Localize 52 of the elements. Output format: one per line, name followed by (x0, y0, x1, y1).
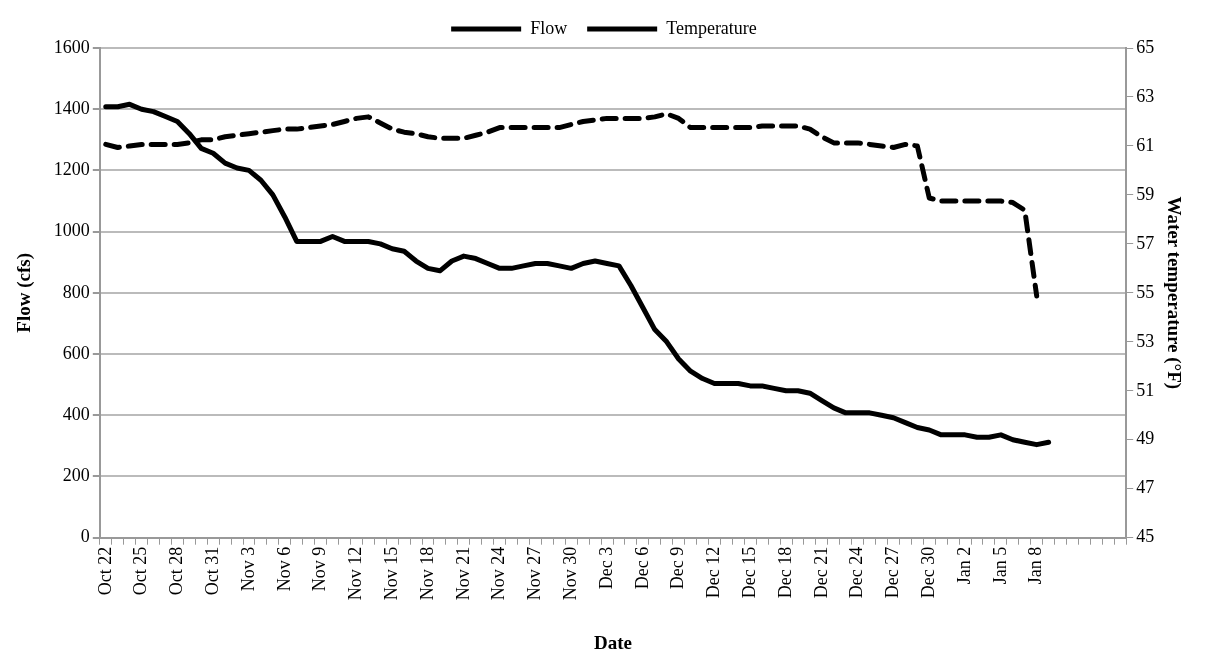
y-tick-label: 1400 (53, 97, 90, 118)
x-tick-label: Nov 15 (380, 546, 401, 601)
y-tick-label: 1600 (53, 36, 90, 57)
x-tick-label: Nov 21 (452, 546, 473, 601)
x-tick-label: Nov 24 (488, 546, 509, 601)
x-tick-label: Nov 12 (345, 546, 366, 601)
x-tick-label: Dec 15 (738, 546, 759, 599)
legend-label: Flow (530, 17, 568, 38)
y-tick-label: 1000 (53, 220, 90, 241)
x-tick-label: Nov 3 (237, 546, 258, 592)
x-tick-label: Dec 18 (774, 546, 795, 599)
x-tick-label: Nov 27 (524, 546, 545, 601)
y-axis-title: Flow (cfs) (13, 253, 36, 333)
x-tick-label: Oct 28 (166, 546, 187, 596)
x-tick-label: Dec 6 (631, 546, 652, 590)
y-tick-label: 1200 (53, 159, 90, 180)
y2-tick-label: 61 (1136, 134, 1155, 155)
x-tick-label: Nov 18 (416, 546, 437, 601)
y-tick-label: 0 (80, 526, 90, 547)
y2-tick-label: 45 (1136, 526, 1155, 547)
x-tick-label: Nov 30 (559, 546, 580, 601)
x-tick-label: Dec 21 (810, 546, 831, 599)
x-tick-label: Dec 24 (846, 546, 867, 599)
x-tick-label: Dec 30 (918, 546, 939, 599)
y2-tick-label: 55 (1136, 281, 1155, 302)
y-tick-label: 600 (62, 342, 90, 363)
y2-tick-label: 59 (1136, 183, 1155, 204)
x-tick-label: Dec 27 (882, 546, 903, 599)
y2-tick-label: 65 (1136, 36, 1155, 57)
y2-tick-label: 51 (1136, 379, 1155, 400)
x-tick-label: Oct 25 (130, 546, 151, 596)
x-tick-label: Jan 2 (953, 546, 974, 585)
x-tick-label: Oct 31 (201, 546, 222, 596)
x-tick-label: Dec 3 (595, 546, 616, 590)
y2-tick-label: 47 (1136, 477, 1155, 498)
x-tick-label: Oct 22 (94, 546, 115, 596)
x-tick-label: Nov 6 (273, 546, 294, 592)
x-tick-label: Dec 12 (703, 546, 724, 599)
y2-tick-label: 53 (1136, 330, 1155, 351)
y2-tick-label: 63 (1136, 85, 1155, 106)
x-axis-title: Date (594, 631, 632, 653)
y2-tick-label: 49 (1136, 428, 1155, 449)
y2-axis-title: Water temperature (°F) (1162, 196, 1185, 390)
legend-label: Temperature (666, 17, 757, 38)
x-tick-label: Dec 9 (667, 546, 688, 590)
x-tick-label: Jan 5 (989, 546, 1010, 585)
y-tick-label: 800 (62, 281, 90, 302)
y-tick-label: 200 (62, 465, 90, 486)
y2-tick-label: 57 (1136, 232, 1155, 253)
x-tick-label: Jan 8 (1025, 546, 1046, 585)
y-tick-label: 400 (62, 404, 90, 425)
x-tick-label: Nov 9 (309, 546, 330, 592)
